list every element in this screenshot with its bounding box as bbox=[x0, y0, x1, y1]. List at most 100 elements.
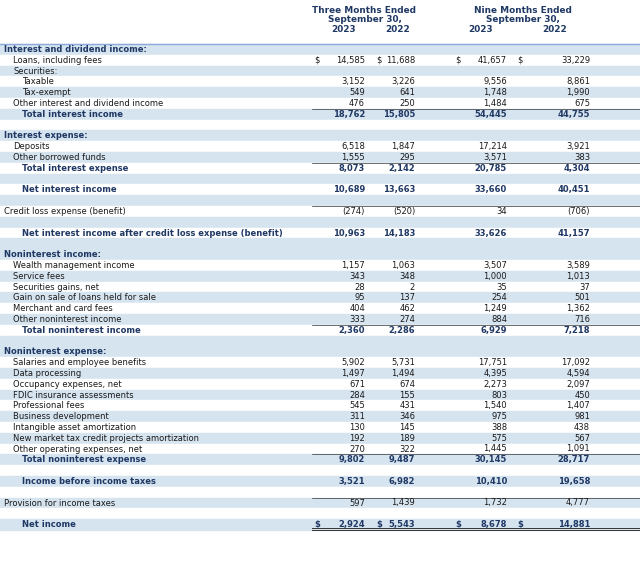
Text: $: $ bbox=[376, 56, 381, 65]
Text: 383: 383 bbox=[574, 153, 590, 162]
Bar bbox=[0, 422, 640, 433]
Bar bbox=[0, 98, 640, 109]
Text: Provision for income taxes: Provision for income taxes bbox=[4, 498, 115, 508]
Text: Net interest income after credit loss expense (benefit): Net interest income after credit loss ex… bbox=[22, 228, 283, 238]
Text: 130: 130 bbox=[349, 423, 365, 432]
Bar bbox=[0, 282, 640, 292]
Text: 975: 975 bbox=[491, 412, 507, 421]
Text: 1,249: 1,249 bbox=[483, 304, 507, 313]
Text: 192: 192 bbox=[349, 434, 365, 443]
Text: 404: 404 bbox=[349, 304, 365, 313]
Bar bbox=[0, 444, 640, 454]
Text: 9,556: 9,556 bbox=[483, 77, 507, 86]
Text: Other noninterest income: Other noninterest income bbox=[13, 315, 122, 324]
Text: 35: 35 bbox=[497, 282, 507, 292]
Text: 34: 34 bbox=[497, 207, 507, 216]
Text: 254: 254 bbox=[492, 294, 507, 302]
Text: Interest expense:: Interest expense: bbox=[4, 131, 88, 140]
Text: 716: 716 bbox=[574, 315, 590, 324]
Text: 10,963: 10,963 bbox=[333, 228, 365, 238]
Text: 1,494: 1,494 bbox=[392, 369, 415, 378]
Text: 3,921: 3,921 bbox=[566, 142, 590, 151]
Text: Interest and dividend income:: Interest and dividend income: bbox=[4, 45, 147, 54]
Text: 567: 567 bbox=[574, 434, 590, 443]
Text: 2,097: 2,097 bbox=[566, 380, 590, 389]
Text: 17,751: 17,751 bbox=[478, 358, 507, 367]
Text: 155: 155 bbox=[399, 390, 415, 400]
Text: Noninterest income:: Noninterest income: bbox=[4, 250, 101, 259]
Text: 1,445: 1,445 bbox=[483, 444, 507, 454]
Text: 1,439: 1,439 bbox=[391, 498, 415, 508]
Bar bbox=[0, 66, 640, 76]
Text: Nine Months Ended: Nine Months Ended bbox=[474, 6, 572, 15]
Text: Other borrowed funds: Other borrowed funds bbox=[13, 153, 106, 162]
Text: 462: 462 bbox=[399, 304, 415, 313]
Bar bbox=[0, 206, 640, 217]
Text: Net interest income: Net interest income bbox=[22, 185, 116, 194]
Bar bbox=[0, 433, 640, 444]
Text: Other operating expenses, net: Other operating expenses, net bbox=[13, 444, 142, 454]
Text: Salaries and employee benefits: Salaries and employee benefits bbox=[13, 358, 146, 367]
Text: $: $ bbox=[517, 520, 523, 529]
Text: Deposits: Deposits bbox=[13, 142, 50, 151]
Text: 137: 137 bbox=[399, 294, 415, 302]
Text: 15,805: 15,805 bbox=[383, 110, 415, 119]
Text: 1,157: 1,157 bbox=[341, 261, 365, 270]
Text: Data processing: Data processing bbox=[13, 369, 81, 378]
Text: Service fees: Service fees bbox=[13, 272, 65, 281]
Text: Three Months Ended: Three Months Ended bbox=[312, 6, 417, 15]
Text: 145: 145 bbox=[399, 423, 415, 432]
Text: 1,497: 1,497 bbox=[341, 369, 365, 378]
Text: 6,982: 6,982 bbox=[388, 477, 415, 486]
Text: $: $ bbox=[455, 56, 460, 65]
Text: 17,214: 17,214 bbox=[478, 142, 507, 151]
Text: 95: 95 bbox=[355, 294, 365, 302]
Text: Intangible asset amortization: Intangible asset amortization bbox=[13, 423, 136, 432]
Text: 9,487: 9,487 bbox=[388, 456, 415, 464]
Text: $: $ bbox=[517, 56, 522, 65]
Text: 671: 671 bbox=[349, 380, 365, 389]
Text: 9,802: 9,802 bbox=[339, 456, 365, 464]
Text: 311: 311 bbox=[349, 412, 365, 421]
Text: Income before income taxes: Income before income taxes bbox=[22, 477, 156, 486]
Text: 343: 343 bbox=[349, 272, 365, 281]
Bar bbox=[0, 195, 640, 206]
Text: 2,142: 2,142 bbox=[388, 164, 415, 173]
Text: 54,445: 54,445 bbox=[474, 110, 507, 119]
Text: 33,626: 33,626 bbox=[475, 228, 507, 238]
Bar bbox=[0, 174, 640, 184]
Text: 674: 674 bbox=[399, 380, 415, 389]
Text: (706): (706) bbox=[568, 207, 590, 216]
Text: 3,521: 3,521 bbox=[339, 477, 365, 486]
Text: 284: 284 bbox=[349, 390, 365, 400]
Text: 1,000: 1,000 bbox=[483, 272, 507, 281]
Bar bbox=[0, 238, 640, 249]
Text: 40,451: 40,451 bbox=[557, 185, 590, 194]
Text: Securities gains, net: Securities gains, net bbox=[13, 282, 99, 292]
Text: 388: 388 bbox=[491, 423, 507, 432]
Text: 2,286: 2,286 bbox=[388, 326, 415, 335]
Text: 3,571: 3,571 bbox=[483, 153, 507, 162]
Text: 44,755: 44,755 bbox=[557, 110, 590, 119]
Text: Total interest expense: Total interest expense bbox=[22, 164, 129, 173]
Text: 2,273: 2,273 bbox=[483, 380, 507, 389]
Text: 438: 438 bbox=[574, 423, 590, 432]
Text: 189: 189 bbox=[399, 434, 415, 443]
Text: 250: 250 bbox=[399, 99, 415, 108]
Text: 450: 450 bbox=[574, 390, 590, 400]
Text: Noninterest expense:: Noninterest expense: bbox=[4, 348, 106, 356]
Text: 37: 37 bbox=[579, 282, 590, 292]
Text: 8,861: 8,861 bbox=[566, 77, 590, 86]
Text: 18,762: 18,762 bbox=[333, 110, 365, 119]
Text: 1,555: 1,555 bbox=[341, 153, 365, 162]
Text: 476: 476 bbox=[349, 99, 365, 108]
Text: 5,543: 5,543 bbox=[388, 520, 415, 529]
Bar bbox=[0, 314, 640, 325]
Text: 4,304: 4,304 bbox=[563, 164, 590, 173]
Text: Professional fees: Professional fees bbox=[13, 402, 84, 410]
Text: 4,395: 4,395 bbox=[483, 369, 507, 378]
Text: 3,226: 3,226 bbox=[391, 77, 415, 86]
Text: 41,657: 41,657 bbox=[478, 56, 507, 65]
Text: 2022: 2022 bbox=[543, 25, 568, 34]
Text: 2,360: 2,360 bbox=[339, 326, 365, 335]
